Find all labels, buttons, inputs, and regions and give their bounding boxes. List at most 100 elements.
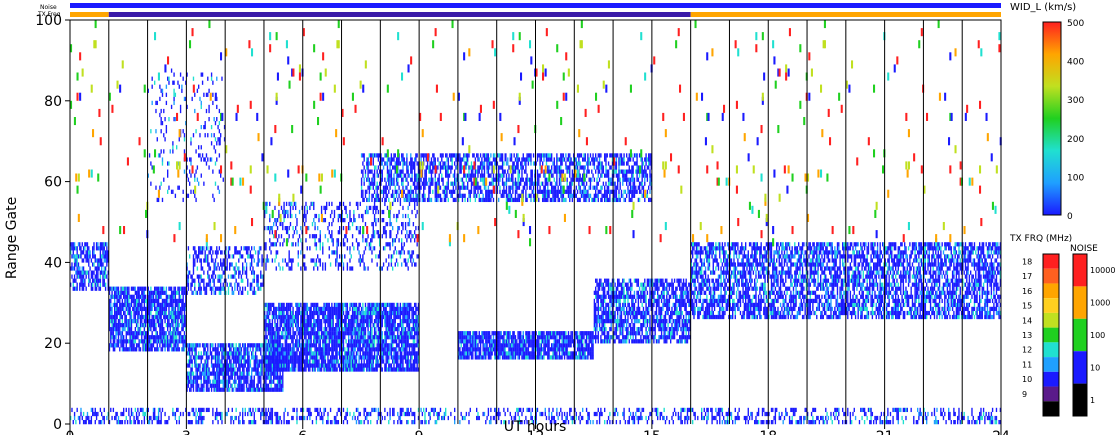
data-cell [313, 359, 315, 364]
data-cell [375, 153, 377, 158]
data-cell [75, 278, 77, 283]
data-cell [229, 351, 231, 356]
data-cell [174, 286, 177, 291]
data-cell [332, 323, 334, 328]
data-cell [194, 282, 196, 287]
data-cell [271, 351, 274, 356]
data-cell [264, 351, 266, 356]
data-cell [318, 323, 320, 328]
data-cell [92, 246, 94, 251]
data-cell [218, 367, 221, 372]
data-cell [359, 302, 361, 308]
data-cell [107, 278, 109, 283]
data-cell [302, 323, 305, 328]
data-cell [302, 302, 305, 308]
data-cell [269, 323, 271, 328]
data-cell [285, 343, 288, 348]
data-cell [367, 234, 369, 239]
data-cell [341, 339, 343, 344]
data-cell [125, 290, 127, 295]
data-cell [307, 306, 310, 312]
data-cell [371, 238, 373, 243]
data-cell [336, 205, 338, 211]
data-cell [388, 173, 390, 178]
data-cell [333, 355, 336, 360]
data-cell [195, 290, 197, 295]
data-cell [360, 359, 363, 364]
data-cell [386, 161, 389, 166]
data-cell [360, 319, 363, 324]
data-cell [393, 157, 395, 162]
data-cell [181, 339, 183, 344]
data-cell [276, 359, 279, 364]
data-cell [243, 367, 245, 372]
data-cell [173, 314, 175, 320]
data-cell [429, 189, 431, 194]
data-cell [269, 327, 271, 332]
data-cell [278, 379, 280, 384]
data-cell [280, 375, 283, 380]
data-cell [137, 327, 139, 332]
data-cell [399, 339, 402, 344]
data-cell [239, 347, 241, 352]
data-cell [155, 290, 157, 295]
data-cell [354, 306, 356, 312]
data-cell [364, 169, 367, 174]
data-cell [376, 335, 378, 340]
data-cell [349, 339, 351, 344]
data-cell [353, 218, 355, 223]
data-cell [271, 314, 274, 320]
data-cell [364, 193, 367, 198]
data-cell [251, 258, 253, 263]
data-cell [164, 331, 166, 336]
data-cell [284, 355, 286, 360]
data-cell [358, 250, 360, 255]
data-cell [394, 310, 396, 316]
data-cell [326, 306, 328, 312]
data-cell [106, 250, 108, 255]
data-cell [410, 343, 412, 348]
data-cell [362, 355, 364, 360]
data-cell [130, 314, 133, 320]
data-cell [264, 339, 266, 344]
data-cell [276, 339, 279, 344]
data-cell [345, 319, 347, 324]
data-cell [178, 310, 180, 316]
data-cell [389, 222, 391, 227]
data-cell [360, 335, 363, 340]
data-cell [159, 327, 161, 332]
data-cell [111, 343, 113, 348]
data-cell [216, 286, 218, 291]
data-cell [362, 258, 364, 263]
data-cell [75, 262, 77, 267]
data-cell [274, 387, 276, 392]
data-cell [285, 201, 288, 207]
data-cell [381, 161, 383, 166]
data-cell [235, 250, 237, 255]
data-cell [278, 367, 280, 372]
data-cell [196, 290, 199, 295]
data-cell [399, 310, 402, 316]
data-cell [309, 319, 311, 324]
data-cell [363, 319, 365, 324]
data-cell [315, 258, 318, 263]
data-cell [293, 355, 296, 360]
data-cell [163, 335, 165, 340]
data-cell [90, 274, 93, 279]
data-cell [177, 343, 179, 348]
data-cell [253, 274, 255, 279]
data-cell [415, 197, 417, 203]
data-cell [434, 161, 436, 166]
data-cell [239, 359, 241, 364]
data-cell [121, 319, 124, 324]
data-cell [305, 347, 307, 352]
data-cell [389, 218, 391, 223]
data-cell [138, 306, 140, 312]
data-cell [377, 363, 380, 368]
data-cell [416, 177, 418, 182]
data-cell [203, 351, 205, 356]
data-cell [398, 367, 400, 372]
data-cell [292, 306, 294, 312]
data-cell [88, 254, 90, 259]
data-cell [111, 294, 113, 299]
